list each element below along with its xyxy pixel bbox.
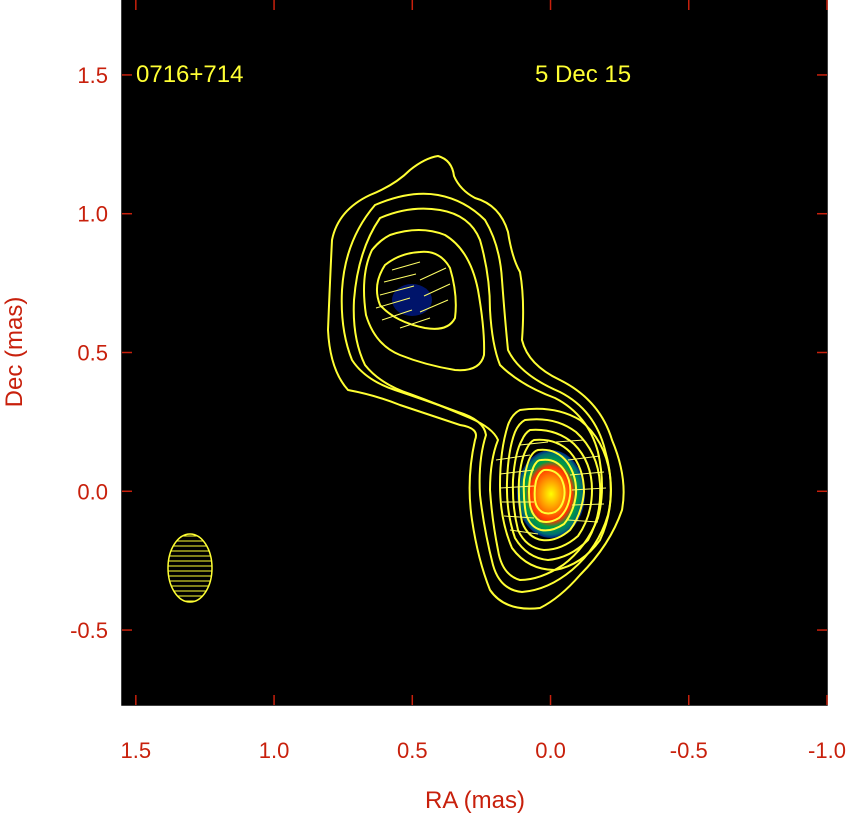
contour-knot-2	[375, 250, 457, 330]
source-annotation: 0716+714	[136, 61, 243, 88]
y-tick-label: -0.5	[70, 618, 108, 643]
contour-core-7	[533, 468, 566, 515]
x-tick-label: 0.0	[535, 738, 566, 763]
contour-outer-1	[326, 154, 625, 610]
y-tick-label: 0.0	[77, 479, 108, 504]
axis-ticks	[122, 0, 828, 705]
jet-knot-emission	[392, 284, 432, 316]
axis-tick-labels: 1.5 1.0 0.5 0.0 -0.5 -1.0 1.5 1.0 0.5 0.0 -0.5	[70, 63, 846, 763]
contour-knot-1	[363, 229, 486, 372]
contour-outer-2	[340, 192, 612, 594]
contour-core-3	[511, 428, 594, 552]
x-axis-title: RA (mas)	[425, 787, 525, 814]
x-tick-label: -1.0	[808, 738, 846, 763]
y-tick-label: 1.0	[77, 202, 108, 227]
epoch-annotation: 5 Dec 15	[535, 61, 631, 88]
plot-area	[122, 0, 827, 705]
contour-outer-3	[352, 207, 603, 582]
contours	[326, 154, 625, 610]
contour-core-5	[522, 448, 578, 532]
contour-core-2	[505, 418, 602, 562]
polarization-vectors	[375, 261, 607, 535]
y-tick-label: 1.5	[77, 63, 108, 88]
contour-core-6	[528, 458, 572, 523]
y-axis-title: Dec (mas)	[1, 297, 28, 408]
x-tick-label: -0.5	[670, 738, 708, 763]
x-tick-label: 0.5	[397, 738, 428, 763]
contour-core-1	[498, 407, 612, 572]
y-tick-label: 0.5	[77, 341, 108, 366]
contour-core-4	[517, 438, 586, 542]
x-tick-label: 1.5	[121, 738, 152, 763]
x-tick-label: 1.0	[259, 738, 290, 763]
